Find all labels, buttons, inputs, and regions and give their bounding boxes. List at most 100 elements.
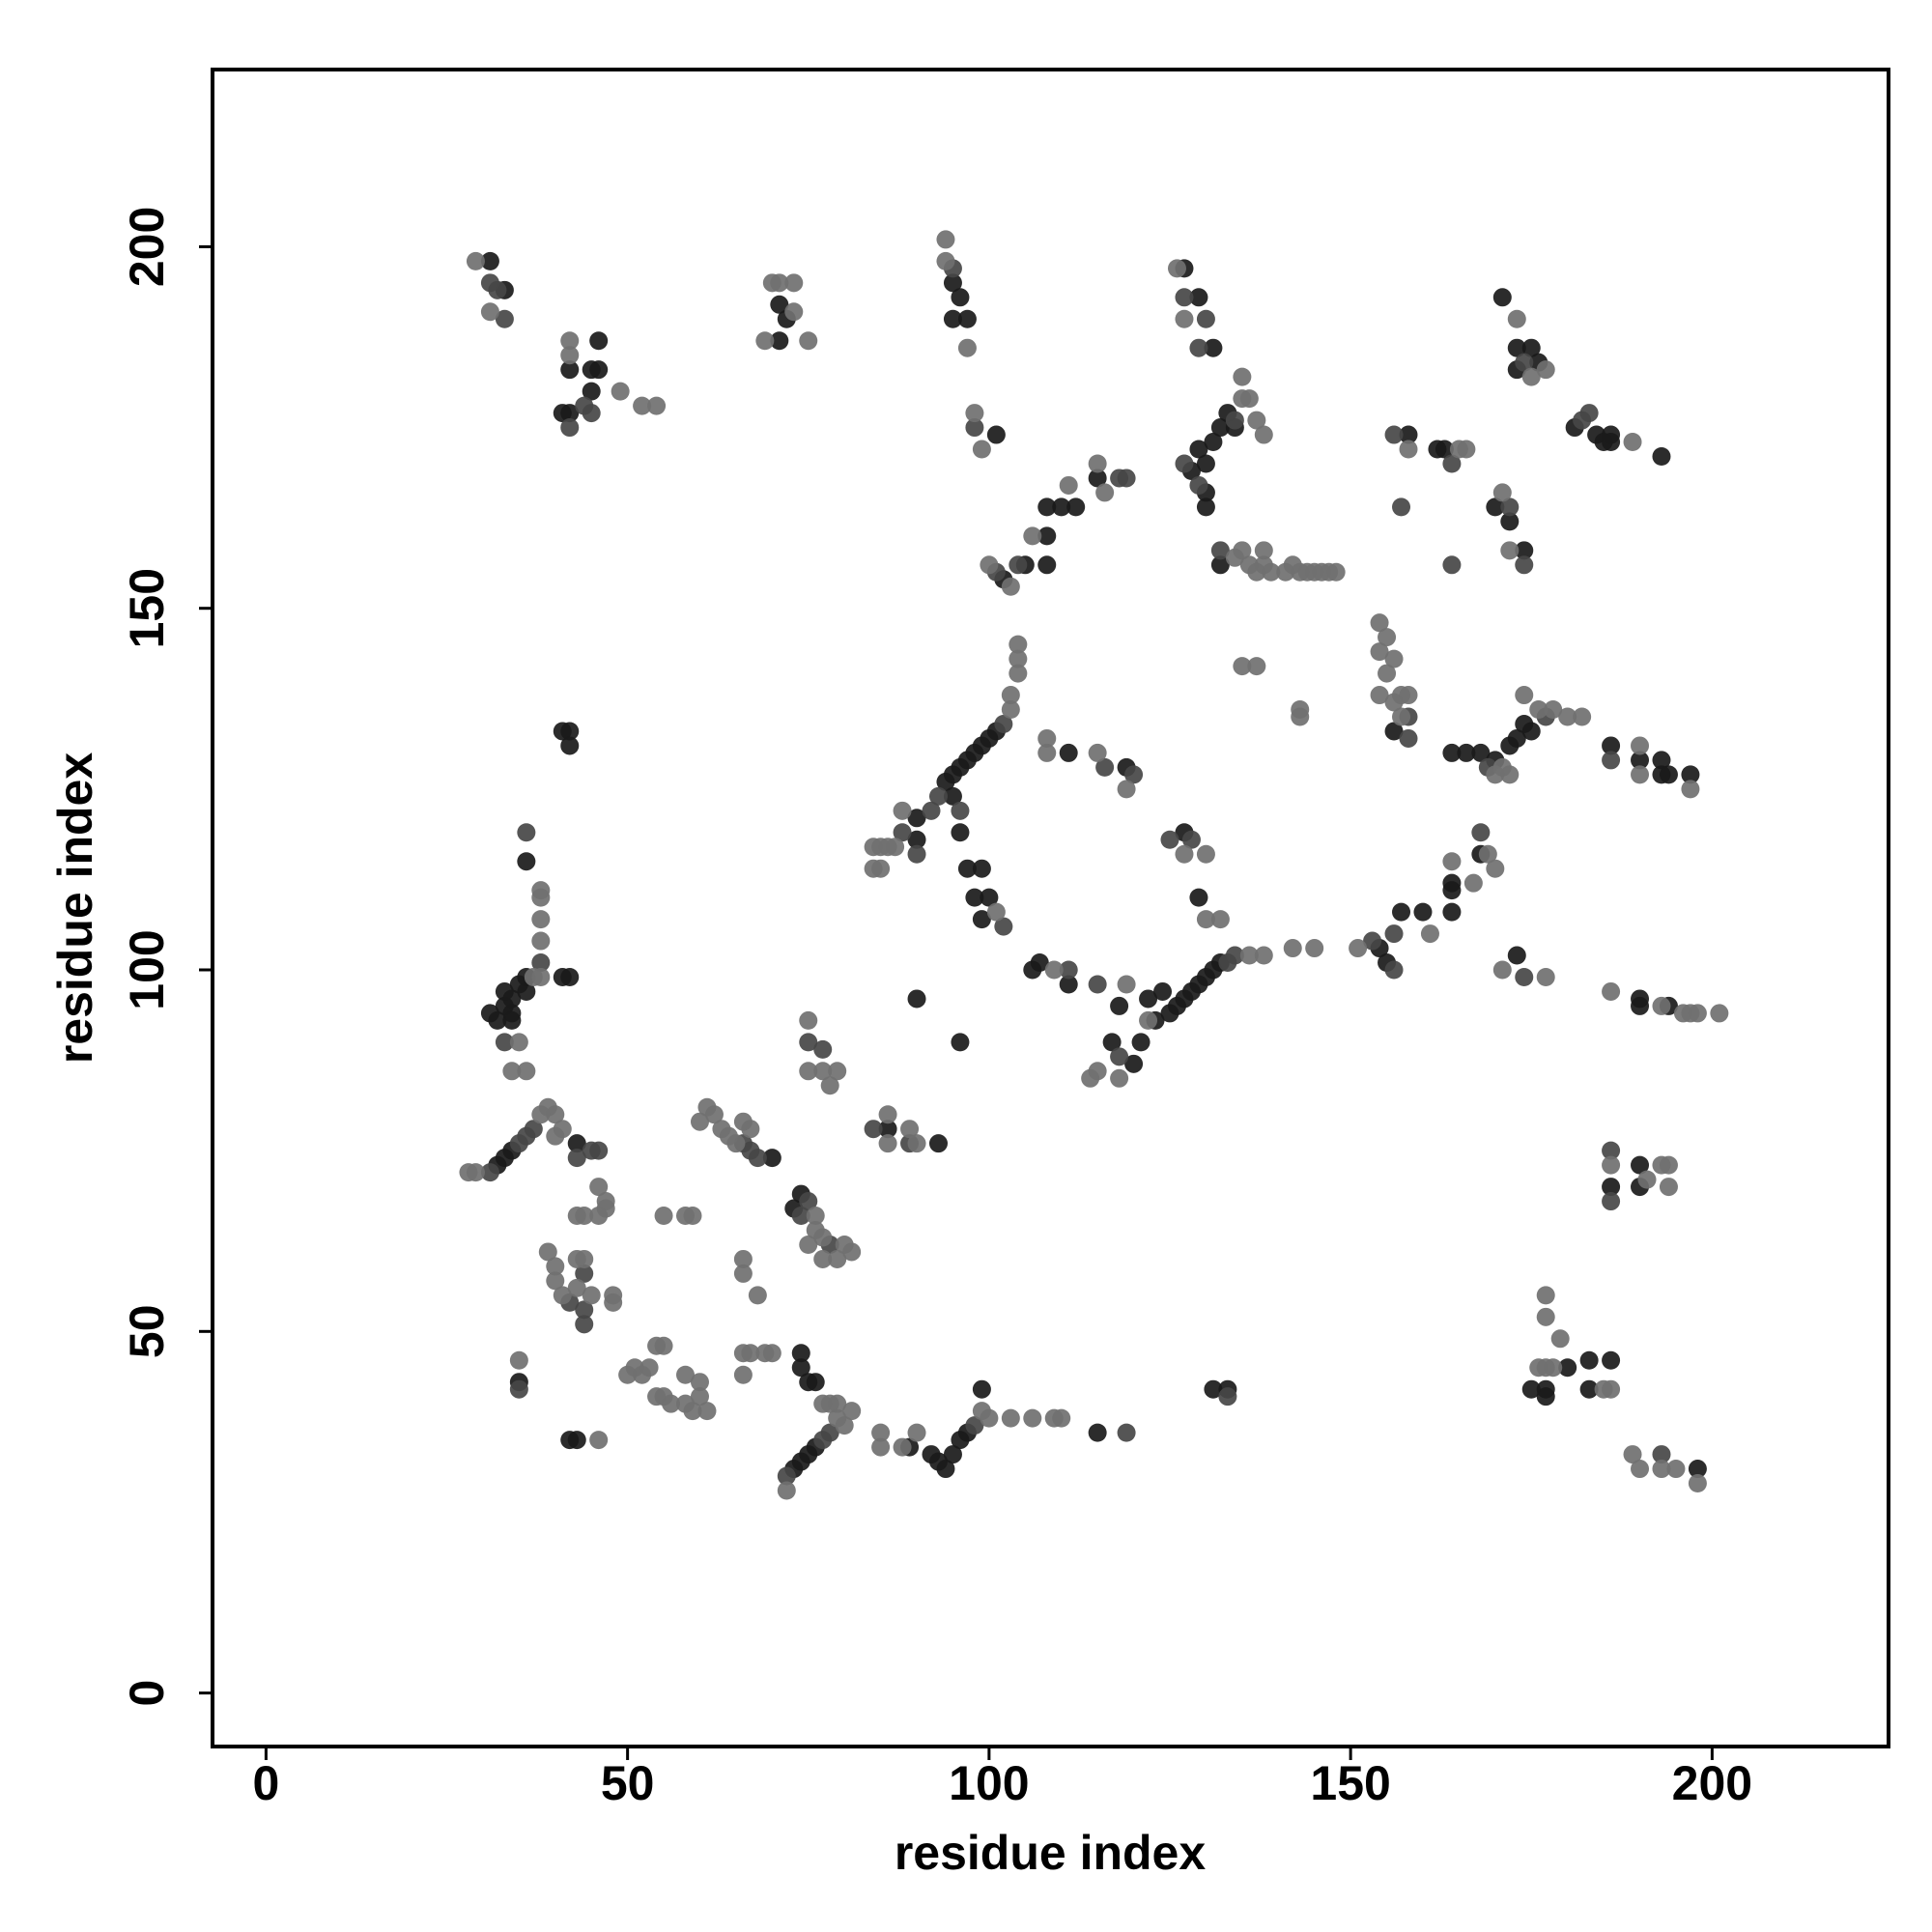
point: [1059, 975, 1078, 994]
point: [813, 1249, 833, 1268]
point: [1030, 953, 1049, 973]
point: [466, 251, 485, 270]
point: [871, 1437, 891, 1457]
point: [1637, 1170, 1657, 1189]
point: [965, 888, 984, 907]
point: [1442, 881, 1462, 900]
point: [1500, 497, 1520, 517]
point: [1507, 309, 1526, 328]
point: [1442, 743, 1462, 762]
point: [1175, 844, 1194, 864]
point: [1204, 1379, 1223, 1399]
point: [531, 881, 551, 900]
point: [1442, 902, 1462, 922]
point: [893, 801, 912, 820]
point: [907, 844, 926, 864]
point: [1363, 931, 1382, 951]
point: [1435, 440, 1454, 459]
point: [1507, 946, 1526, 965]
point: [799, 1033, 818, 1052]
point: [1602, 751, 1621, 770]
point: [813, 1062, 833, 1081]
point: [1254, 541, 1273, 560]
point: [1544, 1358, 1563, 1378]
point: [1189, 338, 1208, 357]
point: [575, 1300, 594, 1320]
point: [480, 302, 499, 322]
point: [546, 1257, 565, 1276]
point: [560, 360, 580, 380]
y-axis-label: residue index: [48, 753, 102, 1065]
point: [1471, 743, 1491, 762]
point: [1001, 1408, 1020, 1428]
point: [1189, 440, 1208, 459]
point: [820, 1423, 839, 1442]
point: [1602, 1155, 1621, 1175]
point: [1349, 939, 1368, 958]
point: [589, 1431, 609, 1450]
point: [589, 1141, 609, 1160]
x-tick-label: 50: [601, 1756, 655, 1810]
point: [1666, 1460, 1686, 1479]
point: [871, 1423, 891, 1442]
point: [1023, 1408, 1042, 1428]
point: [560, 736, 580, 755]
point: [1659, 1155, 1678, 1175]
point: [762, 1149, 781, 1168]
point: [517, 981, 536, 1001]
point: [1239, 389, 1259, 409]
point: [1602, 1178, 1621, 1197]
point: [1204, 338, 1223, 357]
point: [1095, 757, 1115, 777]
point: [1631, 765, 1650, 784]
point: [1088, 975, 1107, 994]
point: [741, 1344, 760, 1363]
point: [1631, 736, 1650, 755]
point: [1550, 1329, 1570, 1349]
point: [1457, 743, 1476, 762]
point: [936, 251, 955, 270]
point: [690, 1387, 709, 1406]
point: [799, 331, 818, 351]
point: [1059, 475, 1078, 495]
point: [1088, 743, 1107, 762]
point: [1486, 859, 1505, 878]
point: [654, 1207, 673, 1226]
point: [509, 1033, 528, 1052]
point: [1521, 367, 1541, 386]
point: [1009, 664, 1028, 683]
point: [1681, 780, 1700, 799]
point: [1131, 1033, 1151, 1052]
point: [936, 230, 955, 249]
point: [495, 309, 514, 328]
point: [893, 823, 912, 842]
point: [1037, 728, 1057, 748]
point: [1500, 512, 1520, 531]
point: [1631, 1155, 1650, 1175]
point: [871, 859, 891, 878]
y-tick-label: 100: [120, 929, 174, 1009]
point: [480, 1163, 499, 1182]
point: [1573, 707, 1592, 726]
point: [509, 1379, 528, 1399]
point: [1688, 1474, 1707, 1493]
point: [828, 1062, 847, 1081]
point: [1210, 910, 1230, 929]
point: [770, 331, 789, 351]
point: [957, 859, 977, 878]
point: [1413, 902, 1433, 922]
point: [1218, 1387, 1237, 1406]
point: [893, 1437, 912, 1457]
point: [907, 989, 926, 1009]
point: [1233, 367, 1252, 386]
point: [1515, 541, 1534, 560]
point: [813, 1228, 833, 1247]
point: [957, 309, 977, 328]
x-tick-label: 0: [252, 1756, 279, 1810]
point: [531, 953, 551, 973]
point: [538, 1242, 557, 1262]
point: [784, 302, 804, 322]
point: [1688, 1460, 1707, 1479]
point: [972, 1379, 991, 1399]
